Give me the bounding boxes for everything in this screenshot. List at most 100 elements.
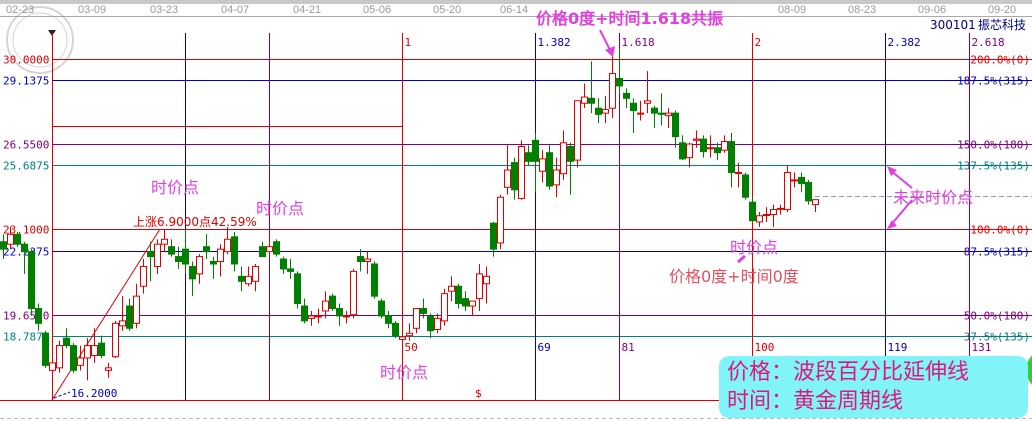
candle	[399, 333, 406, 344]
candle	[532, 132, 539, 193]
candle	[196, 254, 203, 284]
candle	[308, 310, 315, 326]
candle	[7, 226, 14, 250]
candle-body	[378, 300, 385, 317]
candle	[476, 263, 483, 311]
candle-body	[539, 158, 546, 172]
candle	[749, 197, 756, 222]
candle	[784, 165, 791, 213]
candle-body	[441, 293, 448, 322]
candle	[168, 239, 175, 257]
candle-body	[35, 307, 42, 324]
candle-body	[98, 342, 105, 356]
date-tick: 06-14	[500, 4, 528, 16]
candle	[462, 291, 469, 311]
low-pointer	[53, 391, 71, 399]
candle-body	[742, 174, 749, 198]
future-time-price-point: 未来时价点	[893, 188, 973, 207]
candle	[630, 98, 637, 133]
candle-body	[238, 275, 245, 282]
candle	[686, 142, 693, 168]
candle	[126, 298, 133, 331]
percent-level-label: 50.0%(180)	[964, 310, 1030, 323]
candle	[77, 345, 84, 371]
candle-body	[686, 143, 693, 159]
candle	[315, 308, 322, 324]
dollar-marker: $	[475, 387, 482, 400]
time-price-point-4: 时价点	[730, 238, 778, 257]
candle-body	[224, 238, 231, 253]
candle-body	[770, 209, 777, 216]
candle	[42, 330, 49, 368]
candle-body	[497, 196, 504, 244]
candle-body	[420, 307, 427, 314]
candle-body	[574, 100, 581, 161]
candle-body	[434, 317, 441, 331]
candle	[588, 61, 595, 114]
candle	[357, 249, 364, 272]
time-cycle-ratio: 1.618	[622, 36, 655, 49]
candle-body	[49, 362, 56, 371]
candles	[0, 48, 819, 400]
candle	[728, 132, 735, 188]
candle	[665, 108, 672, 128]
legend-price: 价格：波段百分比延伸线	[727, 360, 970, 385]
candle	[189, 261, 196, 297]
candle-body	[280, 258, 287, 270]
candle-body	[406, 332, 413, 337]
candle	[623, 88, 630, 109]
price-level-label: 23.1000	[3, 224, 49, 237]
candle-body	[350, 270, 357, 316]
price-level-label: 18.7875	[3, 331, 49, 344]
candle	[707, 135, 714, 158]
candle	[637, 100, 644, 121]
candle-body	[203, 246, 210, 253]
candle	[140, 259, 147, 294]
candle	[770, 204, 777, 227]
candle	[518, 140, 525, 200]
candle	[805, 179, 812, 205]
candle-body	[763, 214, 770, 217]
candle-body	[287, 268, 294, 272]
candle	[609, 56, 616, 119]
rise-label: 上涨6.9000点42.59%	[133, 214, 257, 229]
candle	[469, 300, 476, 316]
candle	[791, 172, 798, 188]
candle	[700, 135, 707, 158]
candle-body	[21, 243, 28, 253]
candle	[448, 276, 455, 302]
candle	[560, 130, 567, 180]
candle	[56, 340, 63, 373]
candle-body	[77, 357, 84, 366]
candle-body	[630, 102, 637, 112]
candle-body	[700, 138, 707, 152]
candle-body	[448, 285, 455, 292]
percent-level-label: 150.0%(180)	[957, 139, 1030, 152]
zero-zero-annotation: 价格0度+时间0度	[669, 267, 799, 286]
candle-body	[105, 367, 112, 371]
candle-body	[553, 169, 560, 186]
time-cycle-ratio: 1.382	[538, 36, 571, 49]
candle-body	[679, 142, 686, 160]
candle-body	[616, 78, 623, 87]
candle	[49, 360, 56, 400]
candle-body	[322, 300, 329, 312]
date-tick: 08-23	[848, 4, 876, 16]
candle	[763, 207, 770, 222]
candle-body	[462, 298, 469, 307]
candle-body	[567, 146, 574, 162]
candle	[203, 234, 210, 260]
candle-body	[14, 233, 21, 245]
candle	[231, 231, 238, 272]
candle	[252, 263, 259, 292]
candle-body	[595, 107, 602, 115]
candle	[427, 313, 434, 339]
candle-body	[343, 315, 350, 318]
candle-body	[217, 248, 224, 263]
candle	[350, 268, 357, 319]
candle	[238, 266, 245, 292]
legend-time: 时间：黄金周期线	[727, 389, 904, 414]
candle	[112, 320, 119, 358]
candle-body	[147, 251, 154, 258]
